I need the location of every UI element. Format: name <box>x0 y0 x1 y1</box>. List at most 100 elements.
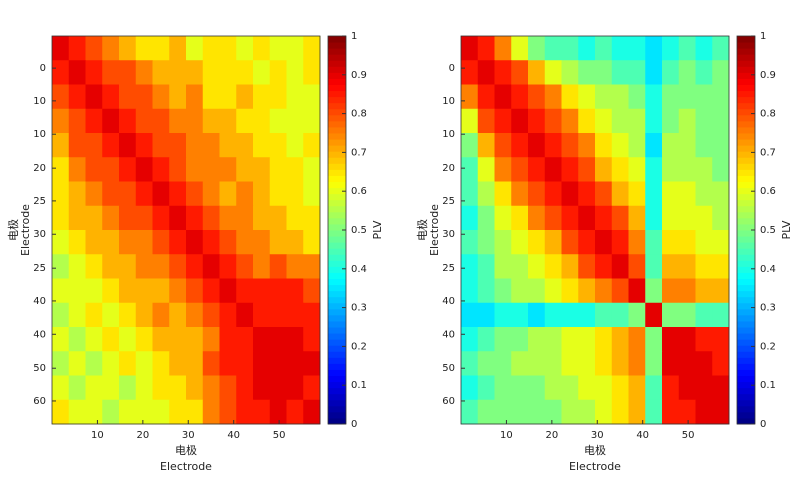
heatmap-cell <box>52 181 70 207</box>
colorbar-swatch <box>737 78 755 85</box>
heatmap-cell <box>303 205 321 231</box>
heatmap-cell <box>286 60 304 85</box>
colorbar-swatch <box>737 151 755 158</box>
x-axis-label: 电极 <box>175 443 197 457</box>
heatmap-cell <box>102 327 120 352</box>
heatmap-cell <box>578 254 596 279</box>
heatmap-cell <box>52 278 70 304</box>
heatmap-cell <box>236 60 254 85</box>
heatmap-cell <box>645 351 663 376</box>
heatmap-cell <box>628 181 646 207</box>
y-axis-label: 电极 <box>415 219 429 241</box>
y-tick-label: 0 <box>449 63 455 74</box>
x-tick-label: 50 <box>682 430 695 441</box>
heatmap-cell <box>253 181 271 207</box>
colorbar-swatch <box>328 114 346 122</box>
heatmap-cell <box>695 133 713 158</box>
heatmap-cell <box>678 351 696 376</box>
heatmap-cell <box>477 157 495 182</box>
heatmap-cell <box>186 399 204 425</box>
heatmap-cell <box>712 36 730 61</box>
heatmap-cell <box>186 375 204 401</box>
heatmap-cell <box>119 205 137 231</box>
heatmap-cell <box>85 133 103 158</box>
colorbar-swatch <box>328 66 346 73</box>
colorbar-tick-label: 1 <box>351 31 357 42</box>
heatmap-cell <box>578 351 596 376</box>
heatmap-cell <box>286 230 304 255</box>
colorbar-swatch <box>328 217 346 225</box>
heatmap-cell <box>135 351 153 376</box>
heatmap-cell <box>561 351 579 376</box>
heatmap-cell <box>135 375 153 401</box>
heatmap-cell <box>236 302 254 328</box>
heatmap-cell <box>102 351 120 376</box>
colorbar-swatch <box>328 205 346 213</box>
heatmap-cell <box>269 375 287 401</box>
heatmap-cell <box>712 302 730 328</box>
heatmap-cell <box>528 399 546 425</box>
y-tick-label: 10 <box>33 129 46 140</box>
colorbar-swatch <box>737 363 755 370</box>
heatmap-cell <box>85 84 103 110</box>
colorbar-swatch <box>328 278 346 286</box>
heatmap-cell <box>85 205 103 231</box>
heatmap-cell <box>628 375 646 401</box>
heatmap-cell <box>85 36 103 61</box>
colorbar-swatch <box>328 60 346 67</box>
y-tick-label: 40 <box>33 296 46 307</box>
heatmap-cell <box>461 327 479 352</box>
colorbar-swatch <box>737 66 755 73</box>
colorbar-swatch <box>737 84 755 92</box>
heatmap-cell <box>303 254 321 279</box>
heatmap-cell <box>102 278 120 304</box>
heatmap-cell <box>611 157 629 182</box>
colorbar-tick-label: 1 <box>760 31 766 42</box>
heatmap-cell <box>645 205 663 231</box>
heatmap-cell <box>152 84 170 110</box>
heatmap-cell <box>528 375 546 401</box>
y-tick-label: 10 <box>442 129 455 140</box>
heatmap-cell <box>135 327 153 352</box>
heatmap-cell <box>477 278 495 304</box>
heatmap-cell <box>236 351 254 376</box>
colorbar-swatch <box>328 230 346 237</box>
colorbar-swatch <box>737 126 755 134</box>
heatmap-cell <box>152 375 170 401</box>
heatmap-cell <box>68 278 86 304</box>
heatmap-cell <box>712 157 730 182</box>
colorbar-swatch <box>737 102 755 110</box>
heatmap-cell <box>544 230 562 255</box>
colorbar-swatch <box>328 181 346 189</box>
heatmap-cell <box>253 60 271 85</box>
heatmap-cell <box>528 278 546 304</box>
heatmap-cell <box>303 133 321 158</box>
heatmap-cell <box>662 60 680 85</box>
colorbar-swatch <box>328 393 346 401</box>
heatmap-cell <box>52 108 70 134</box>
heatmap-cell <box>628 327 646 352</box>
colorbar-swatch <box>737 357 755 364</box>
colorbar-tick-label: 0.1 <box>351 380 367 391</box>
heatmap-cell <box>102 230 120 255</box>
colorbar-swatch <box>737 199 755 207</box>
heatmap-cell <box>494 254 512 279</box>
colorbar-swatch <box>737 290 755 298</box>
colorbar-swatch <box>328 54 346 61</box>
heatmap-cell <box>695 351 713 376</box>
colorbar-swatch <box>737 223 755 231</box>
heatmap-cell <box>611 84 629 110</box>
x-tick-label: 40 <box>227 430 240 441</box>
heatmap-cell <box>202 278 220 304</box>
heatmap-cell <box>695 399 713 425</box>
heatmap-cell <box>68 254 86 279</box>
heatmap-cell <box>85 302 103 328</box>
heatmap-cell <box>477 181 495 207</box>
colorbar-tick-label: 0.4 <box>760 264 776 275</box>
heatmap-cell <box>286 327 304 352</box>
heatmap-cell <box>119 254 137 279</box>
heatmap-cell <box>152 230 170 255</box>
colorbar-swatch <box>737 260 755 267</box>
heatmap-cell <box>578 375 596 401</box>
colorbar-swatch <box>328 327 346 334</box>
